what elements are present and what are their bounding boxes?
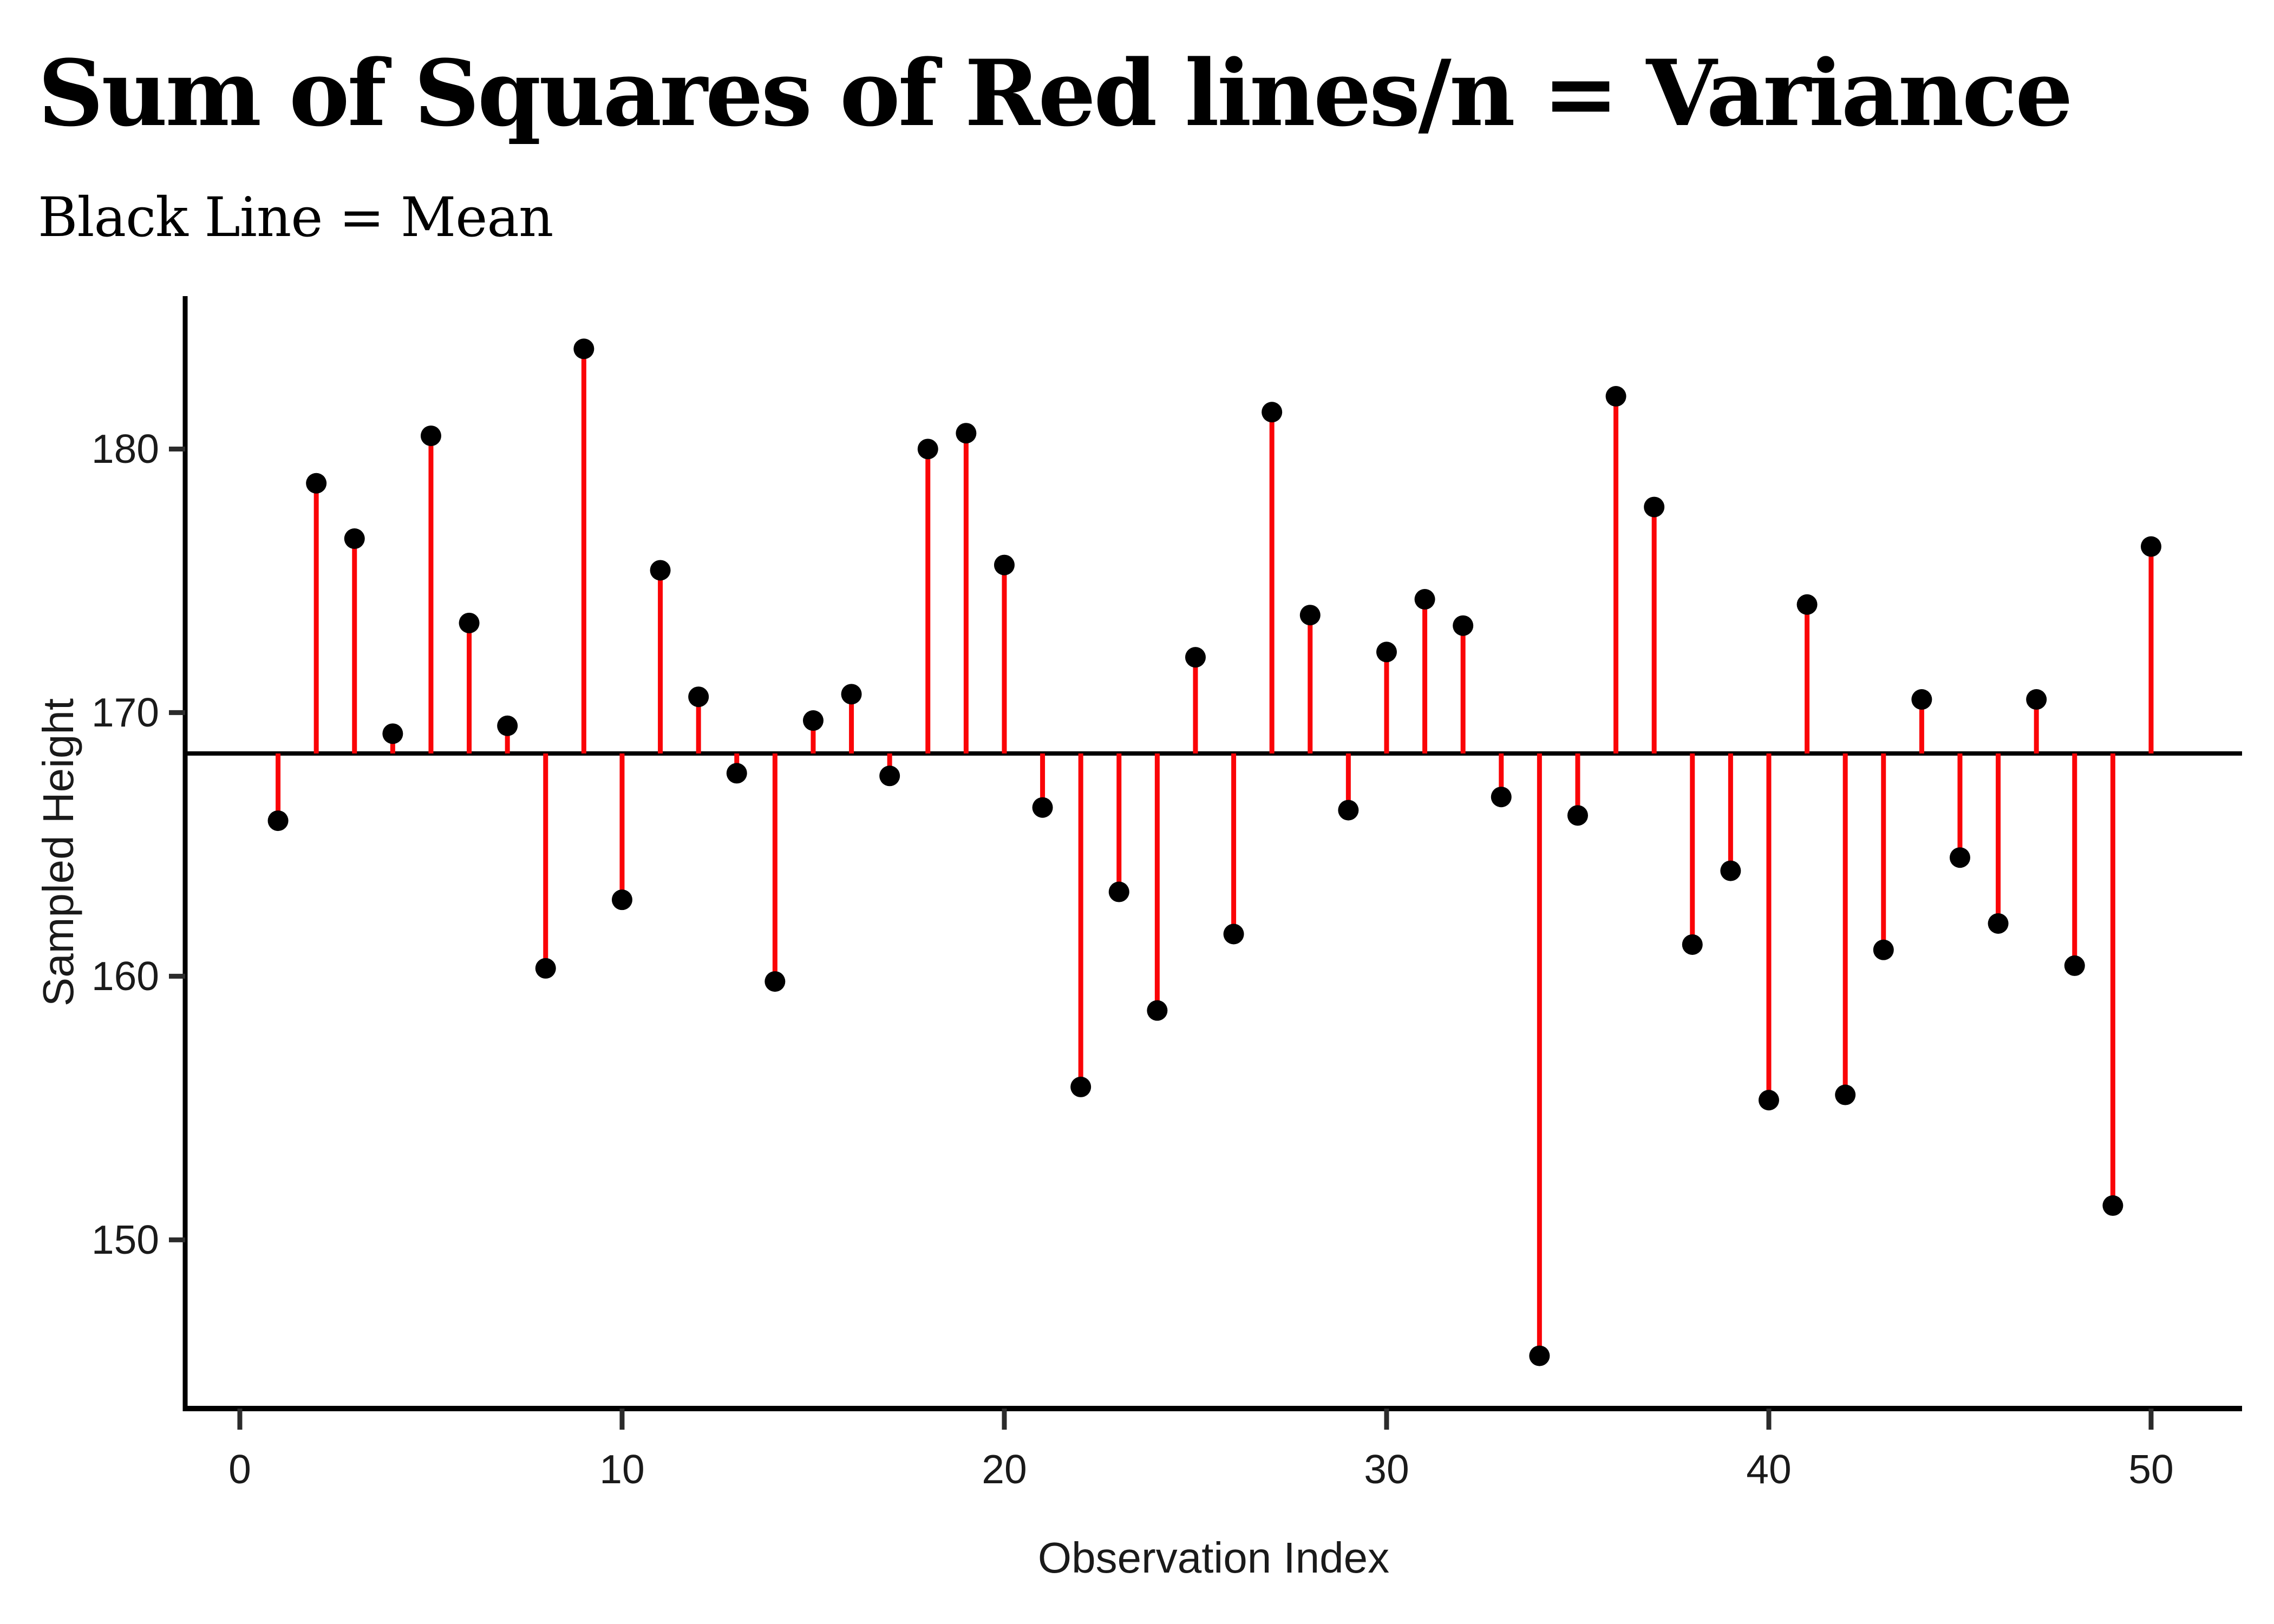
data-point (535, 958, 556, 979)
data-point (420, 425, 441, 447)
data-point (2140, 536, 2161, 557)
data-point (1605, 386, 1626, 407)
data-point (611, 889, 632, 911)
data-point (1949, 847, 1970, 868)
data-point (267, 810, 289, 831)
data-point (688, 686, 709, 708)
data-point (1873, 939, 1894, 960)
data-point (382, 723, 403, 744)
data-point (1185, 647, 1206, 668)
data-point (1262, 402, 1283, 423)
data-point (879, 765, 900, 787)
data-point (802, 710, 824, 731)
data-point (2026, 689, 2047, 710)
data-point (459, 612, 480, 633)
data-point (1414, 589, 1435, 610)
data-point (1453, 615, 1474, 636)
data-point (573, 338, 594, 359)
data-point (1567, 805, 1588, 826)
y-tick-label: 150 (92, 1217, 159, 1262)
data-point (1720, 860, 1741, 881)
data-point (1032, 797, 1053, 818)
data-point (841, 684, 862, 705)
y-tick-label: 180 (92, 426, 159, 472)
x-tick-label: 10 (599, 1446, 644, 1492)
chart-title: Sum of Squares of Red lines/n = Variance (38, 40, 2073, 147)
x-tick-label: 40 (1746, 1446, 1791, 1492)
x-tick-label: 30 (1364, 1446, 1409, 1492)
data-point (1147, 1000, 1168, 1021)
data-point (994, 554, 1015, 575)
x-tick-label: 20 (982, 1446, 1027, 1492)
x-tick-label: 50 (2128, 1446, 2173, 1492)
data-point (1644, 496, 1665, 518)
data-point (2064, 955, 2085, 976)
data-point (1070, 1076, 1092, 1097)
data-point (1223, 924, 1244, 945)
data-point (1338, 800, 1359, 821)
data-point (917, 438, 938, 460)
data-point (2102, 1195, 2123, 1216)
data-point (764, 971, 786, 992)
data-point (1529, 1345, 1550, 1366)
data-point (497, 715, 518, 736)
data-point (306, 473, 327, 494)
data-point (726, 763, 747, 784)
data-point (956, 423, 977, 444)
x-axis-title: Observation Index (1038, 1534, 1389, 1582)
chart-subtitle: Black Line = Mean (38, 186, 553, 249)
data-point (1796, 594, 1818, 615)
data-point (1376, 641, 1397, 663)
x-tick-label: 0 (228, 1446, 251, 1492)
data-point (1988, 913, 2009, 934)
data-point (1835, 1084, 1856, 1105)
y-axis-title: Sampled Height (34, 698, 82, 1006)
data-point (344, 528, 365, 549)
data-point (1108, 881, 1129, 902)
data-point (1491, 787, 1512, 808)
y-tick-label: 160 (92, 953, 159, 999)
data-point (650, 560, 671, 581)
data-point (1682, 934, 1703, 955)
y-tick-label: 170 (92, 690, 159, 735)
data-point (1911, 689, 1932, 710)
data-point (1299, 605, 1321, 626)
data-point (1758, 1090, 1779, 1111)
